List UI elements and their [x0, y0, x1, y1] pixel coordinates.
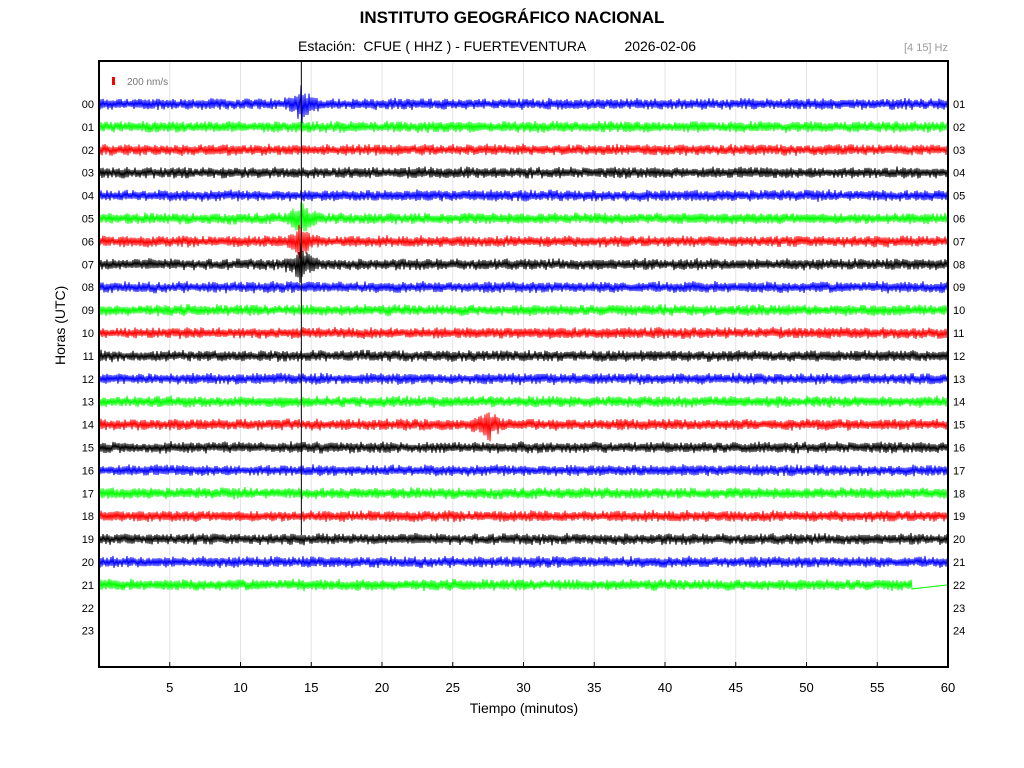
left-hour-label: 18: [82, 511, 94, 523]
seismic-trace-hour-21: [98, 578, 949, 592]
right-hour-label: 09: [953, 282, 965, 294]
left-hour-label: 14: [82, 420, 94, 432]
seismic-trace-hour-17: [98, 486, 949, 500]
seismic-trace-hour-20: [98, 555, 949, 569]
seismic-trace-hour-06: [98, 224, 949, 259]
right-hour-label: 01: [953, 99, 965, 111]
grid: [169, 61, 949, 667]
left-hour-label: 11: [83, 351, 94, 363]
seismic-trace-hour-05: [98, 202, 949, 232]
left-hour-label: 22: [82, 603, 94, 615]
left-hour-label: 09: [82, 305, 94, 317]
seismic-trace-hour-00: [98, 85, 949, 124]
right-hour-label: 21: [953, 557, 965, 569]
left-hour-label: 06: [82, 236, 94, 248]
x-tick-label: 10: [233, 680, 247, 695]
left-hour-label: 19: [82, 534, 94, 546]
x-tick-label: 30: [516, 680, 530, 695]
left-hour-label: 20: [82, 557, 94, 569]
right-hour-label: 02: [953, 122, 965, 134]
left-hour-label: 04: [82, 191, 94, 203]
left-hour-label: 21: [82, 580, 94, 592]
seismic-trace-hour-08: [98, 280, 949, 294]
right-hour-label: 05: [953, 191, 965, 203]
left-hour-label: 16: [82, 465, 94, 477]
x-tick-label: 55: [870, 680, 884, 695]
right-hour-label: 15: [953, 420, 965, 432]
right-hour-label: 13: [953, 374, 965, 386]
right-hour-label: 07: [953, 236, 965, 248]
seismic-trace-hour-02: [98, 143, 949, 156]
left-hour-label: 00: [82, 99, 94, 111]
left-hour-label: 05: [82, 214, 94, 226]
seismic-trace-hour-03: [98, 166, 949, 179]
trace-layer: [98, 61, 949, 592]
plot-frame: [98, 60, 949, 668]
x-tick-label: 25: [446, 680, 460, 695]
right-hour-label: 03: [953, 145, 965, 157]
station-subtitle: Estación: CFUE ( HHZ ) - FUERTEVENTURA 2…: [298, 38, 697, 54]
left-hour-label: 12: [82, 374, 94, 386]
seismic-trace-hour-19: [98, 532, 949, 546]
right-hour-label: 11: [953, 328, 964, 340]
seismic-trace-hour-04: [98, 189, 949, 202]
right-hour-label: 08: [953, 259, 965, 271]
x-tick-label: 35: [587, 680, 601, 695]
seismic-trace-hour-07: [98, 243, 949, 283]
x-tick-label: 45: [729, 680, 743, 695]
right-hour-label: 06: [953, 214, 965, 226]
scale-bar: [112, 77, 115, 85]
left-hour-label: 17: [82, 488, 94, 500]
seismic-trace-hour-01: [98, 120, 949, 134]
filter-band-label: [4 15] Hz: [903, 42, 948, 54]
left-hour-label: 15: [82, 443, 94, 455]
seismic-trace-hour-15: [98, 441, 949, 454]
left-hour-label: 07: [82, 259, 94, 271]
x-tick-label: 15: [304, 680, 318, 695]
right-hour-label: 18: [953, 488, 965, 500]
chart-title: INSTITUTO GEOGRÁFICO NACIONAL: [359, 8, 665, 27]
x-tick-label: 50: [799, 680, 813, 695]
left-hour-label: 08: [82, 282, 94, 294]
right-hour-label: 23: [953, 603, 965, 615]
seismic-trace-hour-09: [98, 304, 949, 317]
x-tick-label: 60: [941, 680, 955, 695]
seismic-trace-hour-13: [98, 395, 949, 408]
left-hour-label: 23: [82, 626, 94, 638]
seismic-trace-hour-11: [98, 349, 949, 363]
x-tick-label: 5: [166, 680, 173, 695]
seismic-trace-hour-10: [98, 326, 949, 340]
label-layer: 5 10 15 20 25 30 35 40 45 50 55 60 00 01 02 03 04 05 06 07 0…: [82, 99, 966, 695]
right-hour-label: 04: [953, 168, 965, 180]
seismic-trace-hour-14: [98, 412, 949, 442]
x-axis-label: Tiempo (minutos): [469, 700, 579, 716]
seismic-trace-hour-12: [98, 372, 949, 386]
left-hour-label: 03: [82, 168, 94, 180]
right-hour-label: 16: [953, 443, 965, 455]
seismic-trace-hour-16: [98, 464, 949, 477]
left-hour-label: 01: [82, 122, 94, 134]
right-hour-label: 24: [953, 626, 965, 638]
right-hour-label: 17: [953, 465, 965, 477]
x-tick-label: 40: [658, 680, 672, 695]
right-hour-label: 20: [953, 534, 965, 546]
left-hour-label: 02: [82, 145, 94, 157]
right-hour-label: 10: [953, 305, 965, 317]
seismic-trace-hour-18: [98, 509, 949, 523]
left-hour-label: 13: [82, 397, 94, 409]
right-hour-label: 19: [953, 511, 965, 523]
right-hour-label: 12: [953, 351, 965, 363]
left-hour-label: 10: [82, 328, 94, 340]
x-tick-label: 20: [375, 680, 389, 695]
right-hour-label: 22: [953, 580, 965, 592]
scale-label: 200 nm/s: [127, 77, 168, 88]
right-hour-label: 14: [953, 397, 965, 409]
